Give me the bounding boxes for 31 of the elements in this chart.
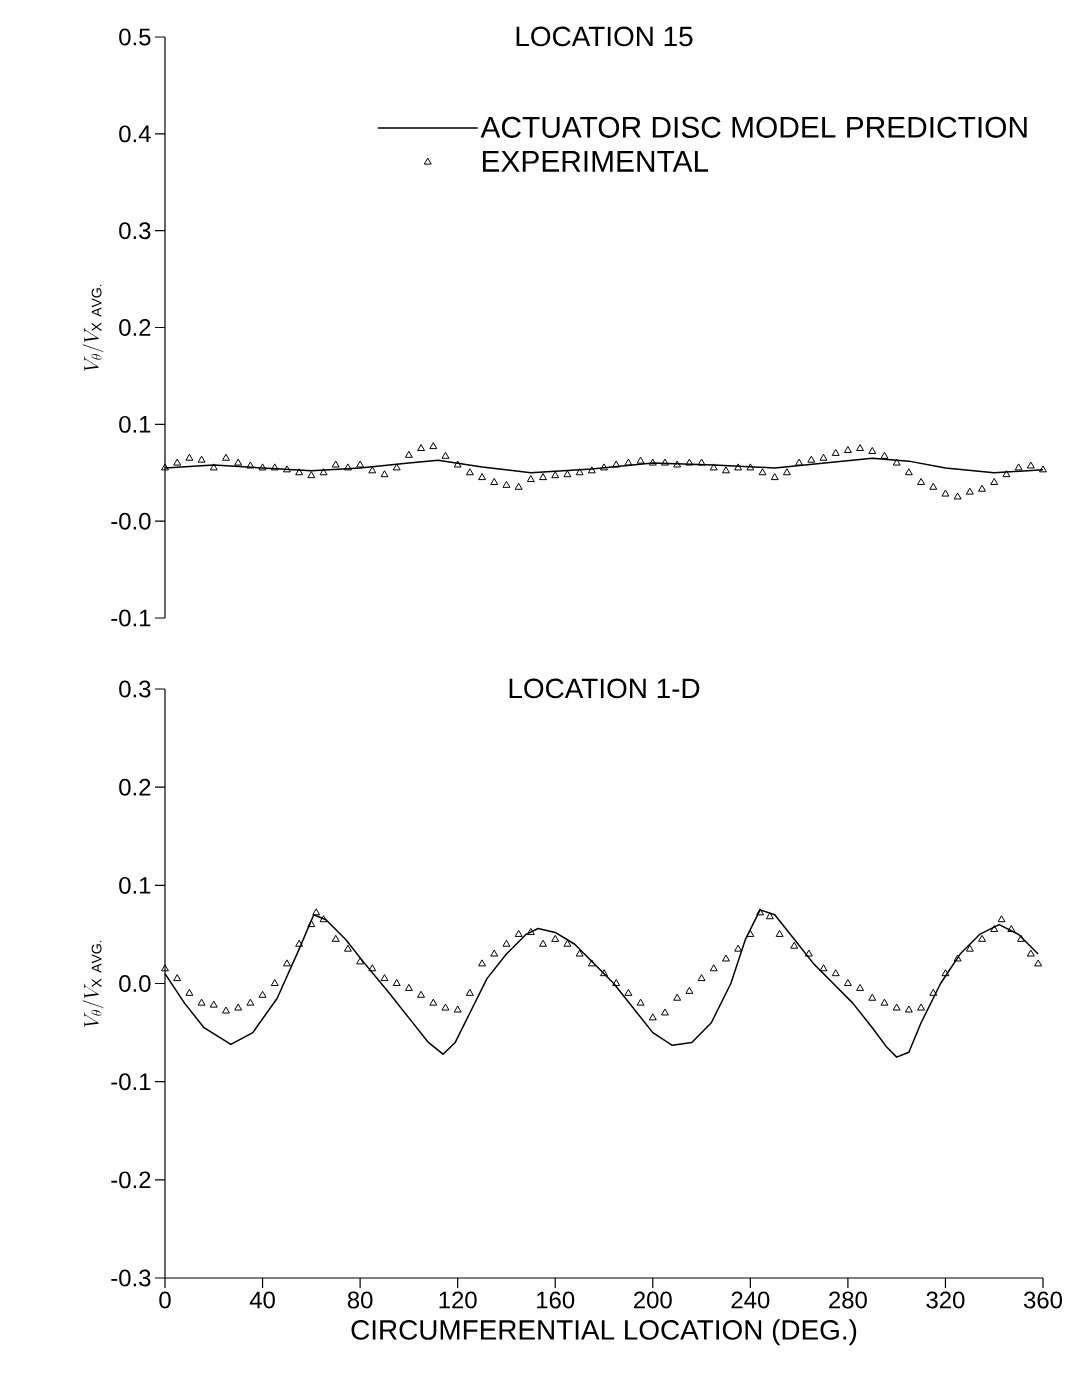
y-tick-label: 0.4	[119, 125, 151, 143]
chart-title: LOCATION 15	[516, 26, 693, 47]
x-tick-label: 40	[249, 1291, 275, 1309]
y-tick-label: 0.1	[119, 876, 151, 894]
y-tick-label: -0.0	[111, 512, 151, 530]
x-tick-label: 240	[731, 1291, 770, 1309]
y-tick-label: 0.0	[119, 975, 151, 992]
legend-label: ACTUATOR DISC MODEL PREDICTION	[480, 116, 1027, 138]
y-tick-label: -0.1	[111, 1073, 151, 1091]
y-axis-title: $V_{\theta} / V_{\mathrm{X\ AVG.}}$	[82, 284, 104, 371]
y-tick-label: 0.3	[119, 222, 151, 240]
y-tick-label: 0.1	[119, 415, 151, 433]
x-tick-label: 80	[347, 1291, 373, 1309]
y-axis-title: $V_{\theta} / V_{\mathrm{X\ AVG.}}$	[82, 940, 104, 1028]
x-tick-label: 0	[159, 1291, 171, 1309]
x-tick-label: 160	[537, 1291, 575, 1309]
y-tick-label: -0.1	[111, 609, 151, 627]
x-tick-label: 320	[926, 1291, 965, 1309]
chart-title: LOCATION 1-D	[509, 678, 700, 699]
y-tick-label: -0.2	[111, 1171, 151, 1189]
y-tick-label: 0.3	[119, 680, 151, 698]
x-axis-title: CIRCUMFERENTIAL LOCATION (DEG.)	[351, 1319, 857, 1346]
x-tick-label: 120	[439, 1291, 477, 1309]
x-tick-label: 200	[634, 1291, 672, 1309]
x-tick-label: 280	[829, 1291, 867, 1309]
y-tick-label: 0.2	[119, 778, 151, 796]
legend-label: EXPERIMENTAL	[482, 151, 709, 172]
y-tick-label: 0.2	[119, 319, 151, 336]
y-tick-label: -0.3	[111, 1269, 151, 1287]
x-tick-label: 360	[1023, 1291, 1063, 1309]
y-tick-label: 0.5	[119, 28, 151, 46]
